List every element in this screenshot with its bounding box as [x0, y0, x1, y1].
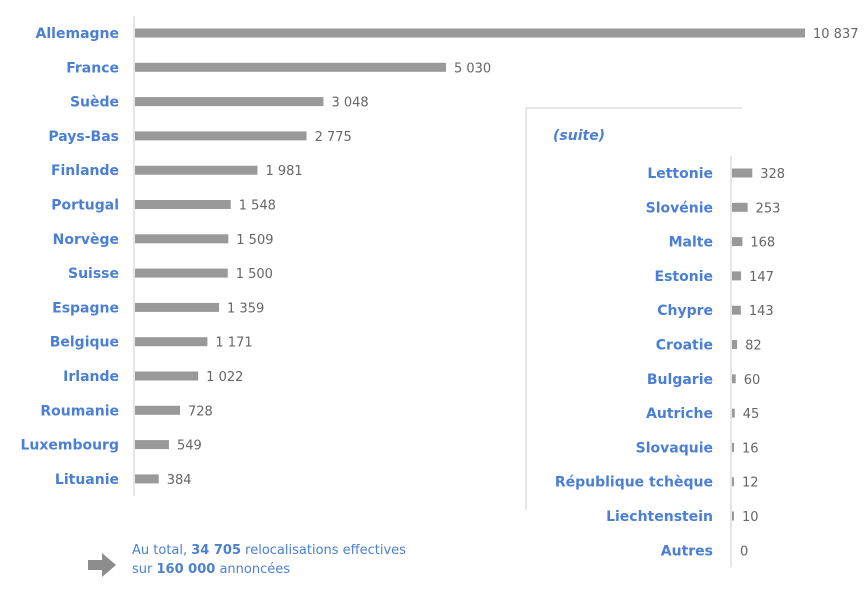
- bar-portugal: [135, 200, 231, 209]
- value-label-liechtenstein: 10: [742, 510, 759, 525]
- value-label-irlande: 1 022: [206, 370, 243, 385]
- category-label-suede: Suède: [70, 95, 119, 111]
- category-label-allemagne: Allemagne: [36, 26, 119, 42]
- note-announced-value: 160 000: [156, 562, 216, 577]
- category-label-autres: Autres: [661, 543, 713, 559]
- note-prefix: Au total,: [132, 543, 192, 558]
- category-label-slovaquie: Slovaquie: [636, 440, 713, 456]
- bar-espagne: [135, 302, 220, 312]
- value-label-belgique: 1 171: [215, 336, 252, 351]
- bar-bulgarie: [732, 374, 736, 384]
- value-label-suisse: 1 500: [236, 267, 273, 282]
- value-label-finlande: 1 981: [265, 164, 302, 179]
- value-label-espagne: 1 359: [227, 301, 264, 316]
- value-label-roumanie: 728: [188, 404, 213, 419]
- category-label-autriche: Autriche: [646, 406, 713, 422]
- category-label-croatie: Croatie: [656, 338, 713, 354]
- bar-slovaquie: [732, 442, 734, 452]
- value-label-portugal: 1 548: [239, 199, 276, 214]
- bar-irlande: [135, 371, 199, 381]
- bar-suisse: [135, 268, 228, 278]
- value-label-suede: 3 048: [331, 96, 368, 111]
- bar-republique-tcheque: [732, 477, 734, 487]
- value-label-estonie: 147: [749, 270, 774, 285]
- value-label-luxembourg: 549: [177, 439, 202, 454]
- bar-autriche: [732, 408, 735, 418]
- bar-malte: [732, 237, 743, 247]
- category-label-lettonie: Lettonie: [647, 166, 713, 182]
- note-suffix: annoncées: [215, 562, 290, 577]
- bar-lettonie: [732, 168, 753, 178]
- category-label-republique-tcheque: République tchèque: [555, 475, 713, 491]
- category-label-finlande: Finlande: [51, 163, 119, 179]
- total-note: Au total, 34 705 relocalisations effecti…: [132, 541, 406, 579]
- value-label-bulgarie: 60: [744, 373, 761, 388]
- category-label-bulgarie: Bulgarie: [647, 372, 713, 388]
- value-label-pays-bas: 2 775: [315, 130, 352, 145]
- value-label-france: 5 030: [454, 61, 491, 76]
- bar-estonie: [732, 271, 742, 281]
- value-label-slovaquie: 16: [742, 441, 759, 456]
- category-label-estonie: Estonie: [655, 269, 713, 285]
- value-label-autres: 0: [740, 544, 748, 559]
- value-label-croatie: 82: [745, 339, 762, 354]
- bar-suede: [135, 97, 324, 107]
- bar-roumanie: [135, 405, 181, 415]
- bar-allemagne: [135, 28, 805, 38]
- category-label-slovenie: Slovénie: [646, 200, 713, 216]
- total-note-line1: Au total, 34 705 relocalisations effecti…: [132, 541, 406, 560]
- bar-france: [135, 62, 446, 72]
- value-label-allemagne: 10 837: [813, 27, 859, 42]
- bar-lituanie: [135, 474, 159, 484]
- category-label-liechtenstein: Liechtenstein: [606, 509, 713, 525]
- bar-belgique: [135, 337, 208, 347]
- chart-suite-countries: Lettonie 328 Slovénie 253 Malte 168 Estonie 147…: [525, 107, 785, 568]
- total-note-line2: sur 160 000 annoncées: [132, 560, 406, 579]
- note-total-value: 34 705: [191, 543, 242, 558]
- value-label-lettonie: 328: [760, 167, 785, 182]
- bar-croatie: [732, 340, 738, 349]
- value-label-republique-tcheque: 12: [742, 476, 759, 491]
- category-label-lituanie: Lituanie: [55, 472, 119, 488]
- category-label-espagne: Espagne: [52, 300, 119, 316]
- value-label-lituanie: 384: [167, 473, 192, 488]
- note-line2-prefix: sur: [132, 562, 157, 577]
- category-label-portugal: Portugal: [51, 198, 119, 214]
- category-label-roumanie: Roumanie: [40, 403, 119, 419]
- value-label-norvege: 1 509: [236, 233, 273, 248]
- category-label-suisse: Suisse: [68, 266, 119, 282]
- right-arrow-icon: [88, 553, 116, 577]
- bar-finlande: [135, 165, 258, 175]
- category-label-irlande: Irlande: [63, 369, 119, 385]
- bar-liechtenstein: [732, 511, 734, 521]
- category-label-chypre: Chypre: [657, 303, 713, 319]
- category-label-belgique: Belgique: [50, 335, 119, 351]
- value-label-slovenie: 253: [756, 201, 781, 216]
- bar-slovenie: [732, 202, 748, 212]
- category-label-norvege: Norvège: [53, 232, 119, 248]
- category-label-pays-bas: Pays-Bas: [48, 129, 119, 145]
- bar-chypre: [732, 305, 741, 315]
- chart-title: (suite): [553, 128, 605, 144]
- bar-norvege: [135, 234, 229, 244]
- chart-main-countries: Allemagne 10 837 France 5 030 Suède 3 048 Pays…: [20, 15, 859, 497]
- value-label-autriche: 45: [743, 407, 760, 422]
- value-label-chypre: 143: [749, 304, 774, 319]
- value-label-malte: 168: [750, 236, 775, 251]
- category-label-france: France: [66, 60, 119, 76]
- bar-luxembourg: [135, 440, 169, 450]
- category-label-luxembourg: Luxembourg: [20, 438, 119, 454]
- note-middle: relocalisations effectives: [241, 543, 406, 558]
- bar-pays-bas: [135, 131, 307, 141]
- category-label-malte: Malte: [669, 235, 713, 251]
